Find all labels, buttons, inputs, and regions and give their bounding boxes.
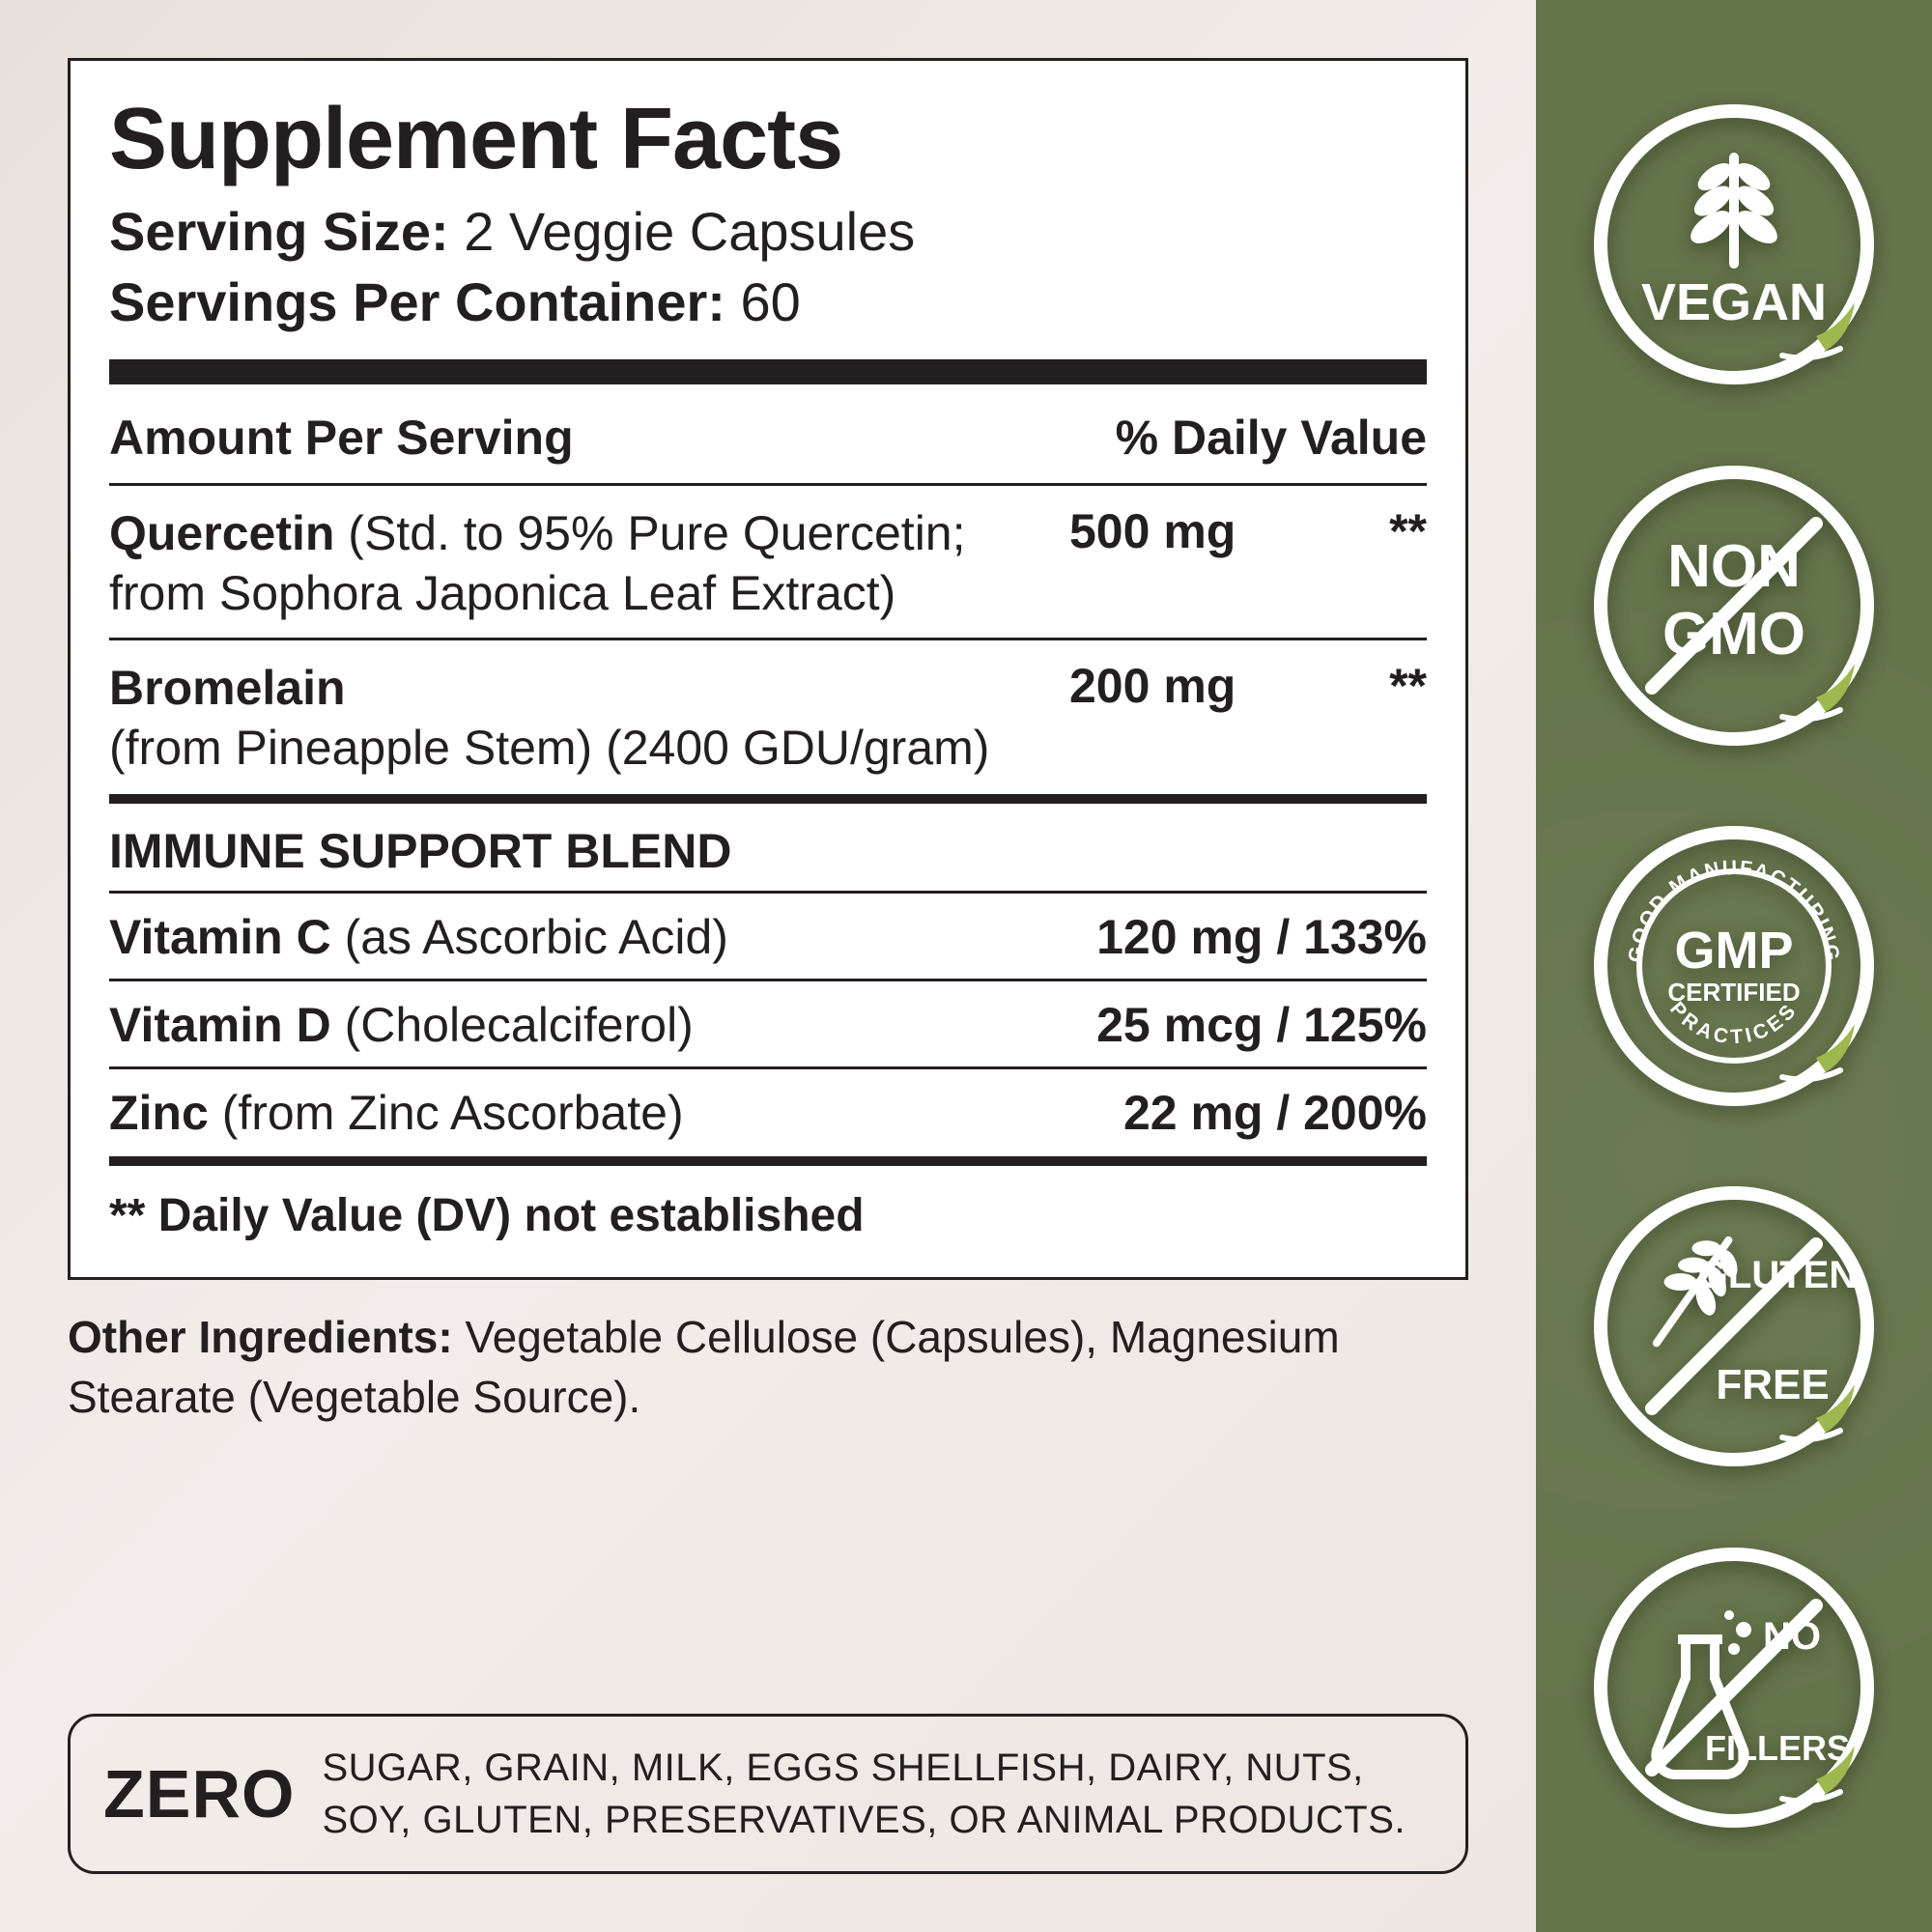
blend-row: Vitamin D (Cholecalciferol) 25 mcg / 125… xyxy=(109,985,1427,1063)
ingredient-sub: (from Pineapple Stem) (2400 GDU/gram) xyxy=(109,721,989,775)
rule-thin xyxy=(109,979,1427,981)
zero-box: ZERO SUGAR, GRAIN, MILK, EGGS SHELLFISH,… xyxy=(68,1714,1468,1874)
ingredient-dv: ** xyxy=(1311,658,1427,714)
header-dv: % Daily Value xyxy=(1079,410,1427,466)
ingredient-amount: 500 mg xyxy=(1060,503,1311,559)
fillers-line1: NO xyxy=(1763,1615,1821,1658)
serving-size-value: 2 Veggie Capsules xyxy=(449,201,916,262)
gluten-line1: GLUTEN xyxy=(1698,1254,1857,1296)
other-ingredients-label: Other Ingredients: xyxy=(68,1312,465,1362)
table-header: Amount Per Serving % Daily Value xyxy=(109,400,1427,479)
vegan-text: VEGAN xyxy=(1641,273,1827,331)
ingredient-name: Bromelain xyxy=(109,661,346,715)
blend-row: Vitamin C (as Ascorbic Acid) 120 mg / 13… xyxy=(109,897,1427,975)
blend-sub: (Cholecalciferol) xyxy=(345,998,694,1052)
blend-header: IMMUNE SUPPORT BLEND xyxy=(109,810,1427,887)
blend-row: Zinc (from Zinc Ascorbate) 22 mg / 200% xyxy=(109,1073,1427,1151)
blend-value: 120 mg / 133% xyxy=(1096,909,1427,965)
rule-med xyxy=(109,794,1427,804)
nongmo-line2: GMO xyxy=(1662,601,1805,668)
blend-name: Vitamin D xyxy=(109,998,345,1052)
gmp-line2: CERTIFIED xyxy=(1667,978,1800,1007)
rule-med xyxy=(109,1156,1427,1166)
ingredient-amount: 200 mg xyxy=(1060,658,1311,714)
blend-sub: (from Zinc Ascorbate) xyxy=(222,1086,684,1140)
badges-panel: VEGAN NON GMO GOOD MANUFACTURING xyxy=(1536,0,1932,1932)
non-gmo-badge-icon: NON GMO xyxy=(1589,461,1879,751)
vegan-badge-icon: VEGAN xyxy=(1589,99,1879,389)
ingredient-row: Quercetin (Std. to 95% Pure Quercetin; f… xyxy=(109,490,1427,634)
zero-label: ZERO xyxy=(103,1755,295,1833)
gluten-free-badge-icon: GLUTEN FREE xyxy=(1589,1181,1879,1471)
dv-footnote: ** Daily Value (DV) not established xyxy=(109,1172,1427,1248)
servings-per-row: Servings Per Container: 60 xyxy=(109,268,1427,338)
blend-name: Zinc xyxy=(109,1086,222,1140)
blend-value: 25 mcg / 125% xyxy=(1096,997,1427,1053)
servings-per-label: Servings Per Container: xyxy=(109,271,725,332)
gmp-badge-icon: GOOD MANUFACTURING PRACTICES GMP CERTIFI… xyxy=(1589,821,1879,1111)
rule-thin xyxy=(109,1066,1427,1069)
blend-sub: (as Ascorbic Acid) xyxy=(345,910,728,964)
facts-title: Supplement Facts xyxy=(109,90,1427,189)
gmp-line1: GMP xyxy=(1674,922,1793,980)
supplement-facts-box: Supplement Facts Serving Size: 2 Veggie … xyxy=(68,58,1468,1280)
ingredient-dv: ** xyxy=(1311,503,1427,559)
fillers-line2: FILLERS xyxy=(1705,1728,1850,1768)
other-ingredients: Other Ingredients: Vegetable Cellulose (… xyxy=(68,1307,1468,1427)
gluten-line2: FREE xyxy=(1716,1361,1829,1408)
nongmo-line1: NON xyxy=(1667,533,1801,600)
blend-name: Vitamin C xyxy=(109,910,345,964)
rule-thick xyxy=(109,359,1427,384)
serving-size-label: Serving Size: xyxy=(109,201,449,262)
serving-size-row: Serving Size: 2 Veggie Capsules xyxy=(109,197,1427,268)
blend-value: 22 mg / 200% xyxy=(1123,1085,1427,1141)
ingredient-row: Bromelain (from Pineapple Stem) (2400 GD… xyxy=(109,644,1427,788)
no-fillers-badge-icon: NO FILLERS xyxy=(1589,1543,1879,1833)
rule-thin xyxy=(109,638,1427,640)
servings-per-value: 60 xyxy=(725,271,801,332)
rule-thin xyxy=(109,891,1427,894)
left-panel: Supplement Facts Serving Size: 2 Veggie … xyxy=(0,0,1536,1932)
zero-text: SUGAR, GRAIN, MILK, EGGS SHELLFISH, DAIR… xyxy=(322,1742,1433,1846)
rule-thin xyxy=(109,483,1427,486)
header-amount: Amount Per Serving xyxy=(109,410,1079,466)
ingredient-name: Quercetin xyxy=(109,506,348,560)
